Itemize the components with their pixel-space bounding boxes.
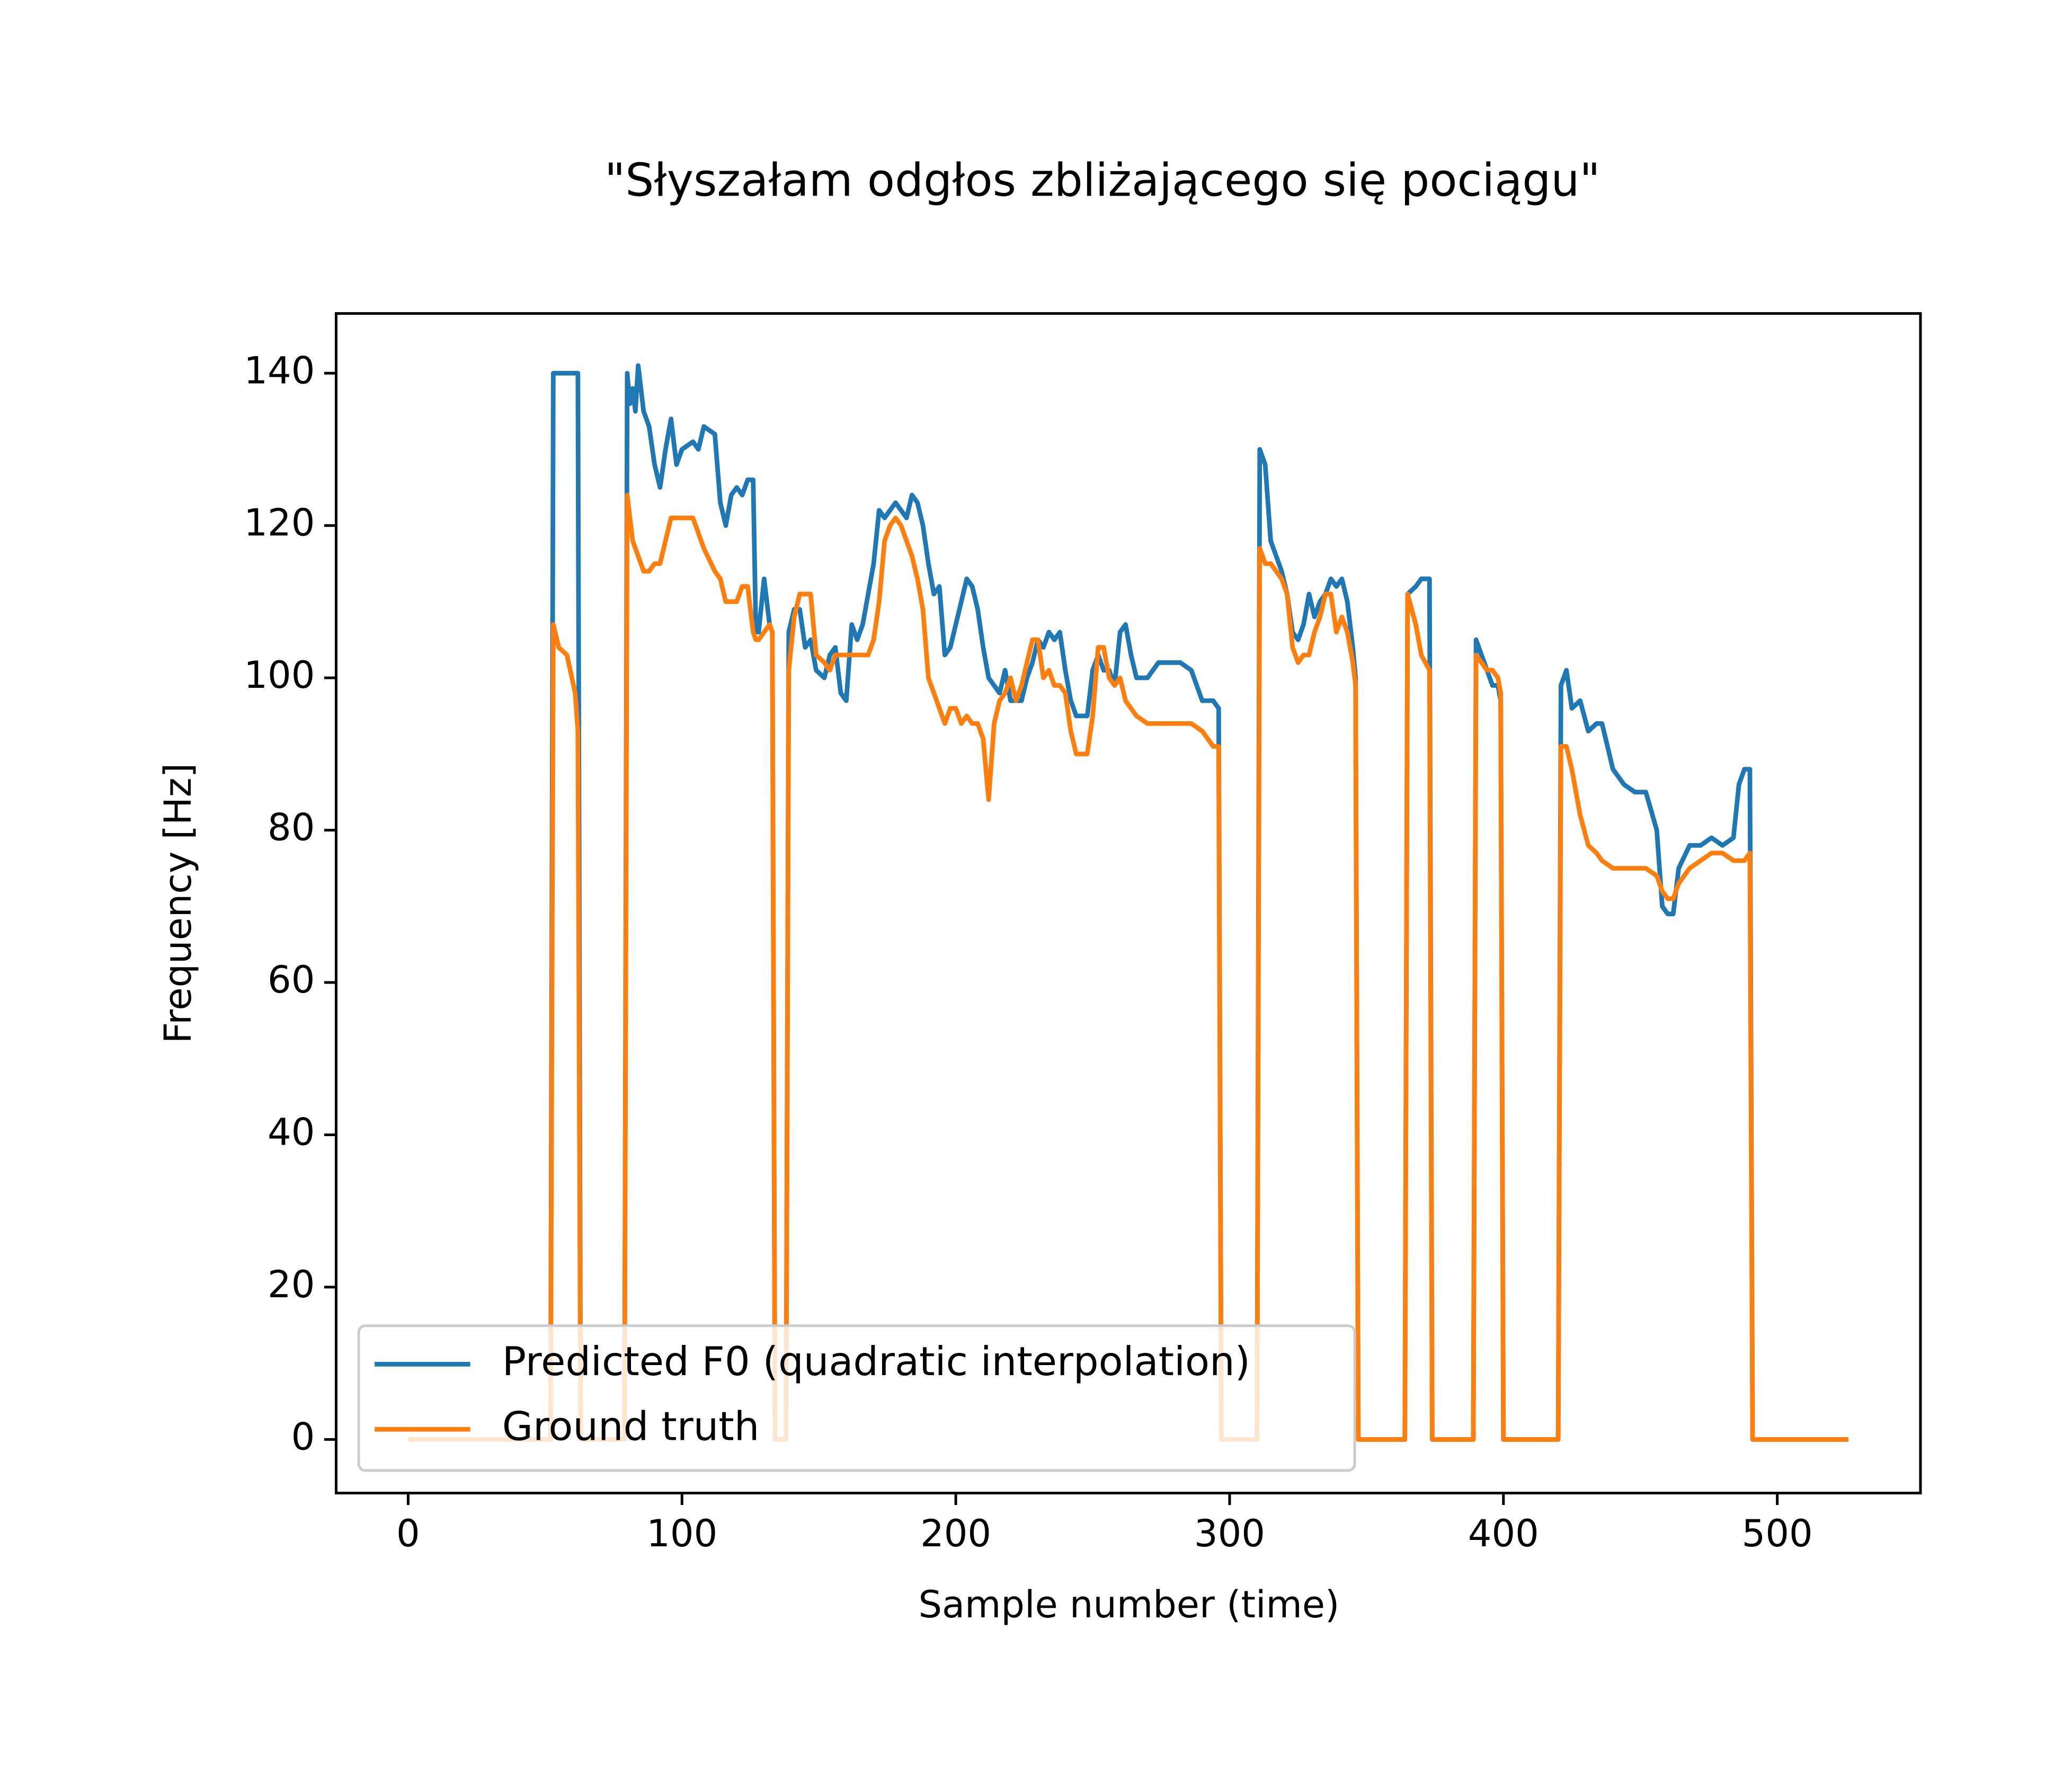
- legend-label: Predicted F0 (quadratic interpolation): [502, 1338, 1250, 1385]
- y-tick-label: 80: [268, 806, 315, 849]
- y-tick-label: 40: [268, 1111, 315, 1154]
- legend-box: [357, 1324, 1356, 1472]
- x-tick-label: 300: [1194, 1512, 1265, 1555]
- y-tick-label: 100: [244, 653, 315, 697]
- y-tick-label: 140: [244, 349, 315, 392]
- x-axis-label: Sample number (time): [919, 1583, 1340, 1626]
- data-line: [408, 492, 1849, 1442]
- y-tick-label: 60: [268, 958, 315, 1002]
- x-tick-label: 400: [1468, 1512, 1539, 1555]
- x-tick-label: 200: [920, 1512, 991, 1555]
- y-tick-label: 0: [291, 1415, 315, 1458]
- x-tick-label: 100: [646, 1512, 717, 1555]
- chart-title: "Słyszałam odgłos zbliżającego się pocią…: [604, 154, 1600, 207]
- y-tick-label: 120: [244, 501, 315, 545]
- plot-frame: [334, 312, 1922, 1495]
- x-tick-label: 0: [396, 1512, 420, 1555]
- y-axis-label: Frequency [Hz]: [156, 763, 200, 1043]
- x-tick-label: 500: [1742, 1512, 1813, 1555]
- legend-label: Ground truth: [502, 1403, 760, 1450]
- y-tick-label: 20: [268, 1263, 315, 1306]
